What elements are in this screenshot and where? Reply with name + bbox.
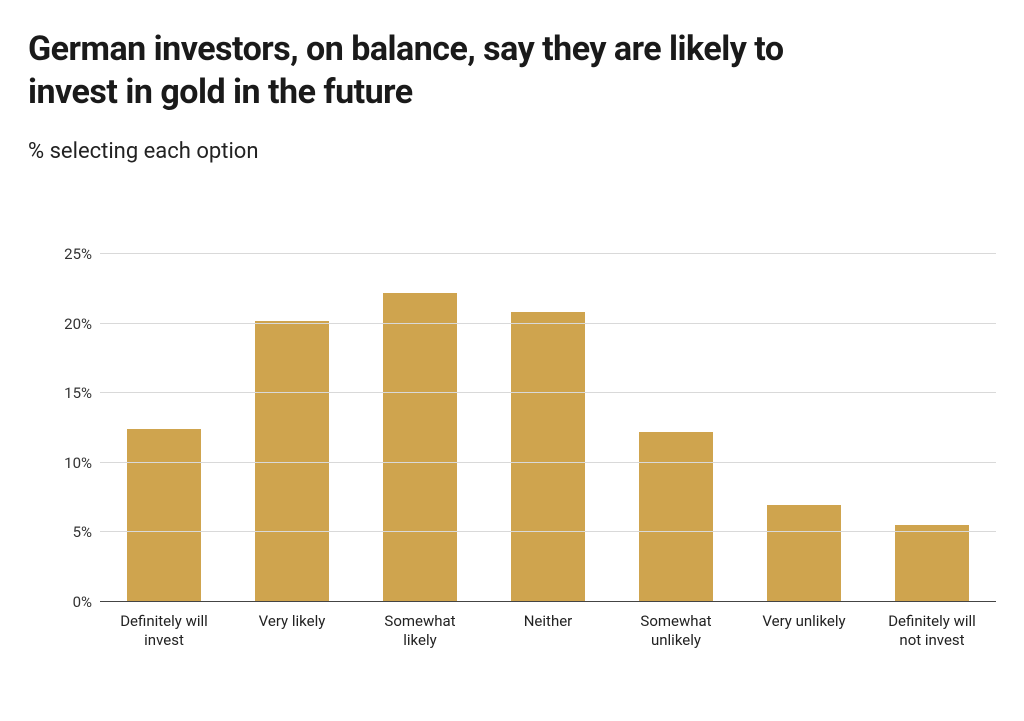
gridline xyxy=(100,462,996,463)
y-axis-tick-label: 10% xyxy=(64,454,92,472)
x-axis-category-label: Somewhat likely xyxy=(356,606,484,654)
gridline xyxy=(100,531,996,532)
bar xyxy=(127,429,201,602)
y-axis-tick-label: 25% xyxy=(64,245,92,263)
chart: 0%5%10%15%20%25% Definitely will investV… xyxy=(50,254,996,654)
chart-title: German investors, on balance, say they a… xyxy=(28,28,878,113)
bars-container xyxy=(100,254,996,602)
bar-slot xyxy=(356,254,484,602)
gridline xyxy=(100,392,996,393)
x-axis-labels: Definitely will investVery likelySomewha… xyxy=(100,606,996,654)
bar xyxy=(767,505,841,602)
bar-slot xyxy=(740,254,868,602)
bar xyxy=(639,432,713,602)
y-axis-tick-label: 0% xyxy=(73,593,92,611)
plot-area: 0%5%10%15%20%25% xyxy=(100,254,996,602)
x-axis-category-label: Definitely will invest xyxy=(100,606,228,654)
bar-slot xyxy=(612,254,740,602)
x-axis-category-label: Very likely xyxy=(228,606,356,654)
gridline xyxy=(100,323,996,324)
gridline xyxy=(100,253,996,254)
bar-slot xyxy=(484,254,612,602)
x-axis-category-label: Neither xyxy=(484,606,612,654)
chart-subtitle: % selecting each option xyxy=(28,139,1006,164)
bar-slot xyxy=(868,254,996,602)
bar-slot xyxy=(228,254,356,602)
x-axis-category-label: Very unlikely xyxy=(740,606,868,654)
y-axis-tick-label: 5% xyxy=(73,523,92,541)
page: German investors, on balance, say they a… xyxy=(0,0,1024,721)
bar xyxy=(383,293,457,602)
x-axis-category-label: Definitely will not invest xyxy=(868,606,996,654)
y-axis-tick-label: 20% xyxy=(64,315,92,333)
bar-slot xyxy=(100,254,228,602)
y-axis-tick-label: 15% xyxy=(64,384,92,402)
bar xyxy=(511,312,585,602)
x-axis-category-label: Somewhat unlikely xyxy=(612,606,740,654)
baseline xyxy=(100,601,996,602)
bar xyxy=(895,525,969,602)
